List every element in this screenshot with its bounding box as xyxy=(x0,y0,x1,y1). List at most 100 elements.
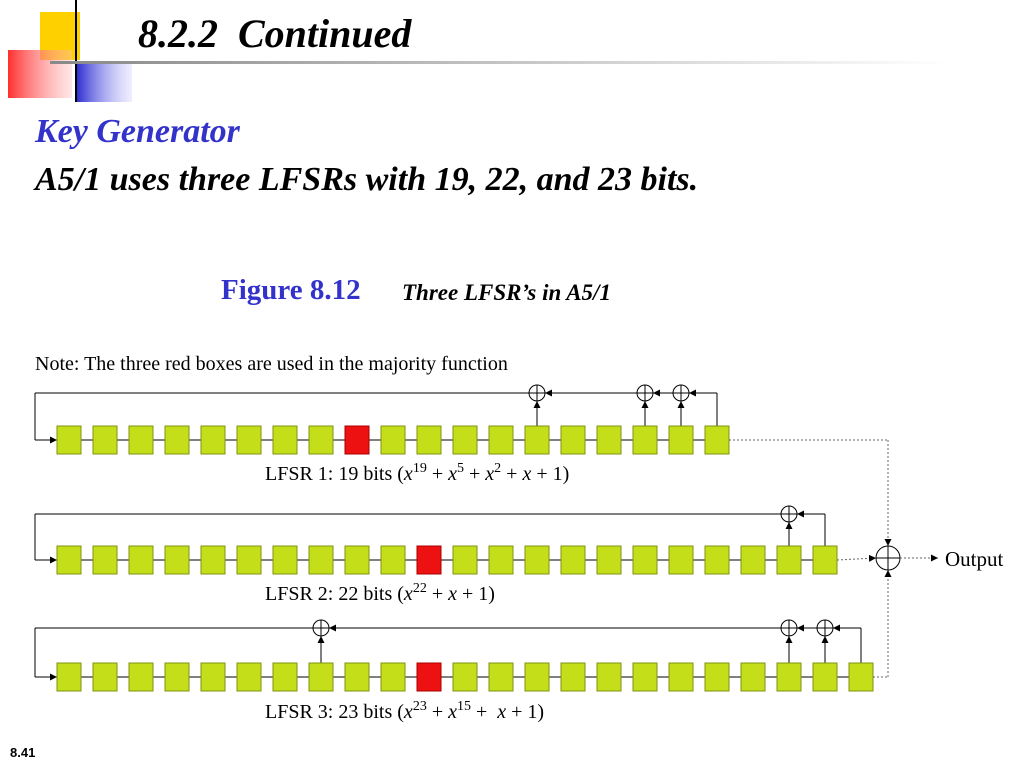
label-part: + xyxy=(464,463,485,485)
register-cell xyxy=(560,425,586,455)
deco xyxy=(50,61,950,64)
register-cell xyxy=(704,662,730,692)
label-part: + 1) xyxy=(506,701,544,723)
register-cell xyxy=(308,545,334,575)
register-cell xyxy=(704,545,730,575)
register-cell xyxy=(308,425,334,455)
label-part: + xyxy=(427,463,448,485)
label-part: + xyxy=(427,583,448,605)
register-cell xyxy=(524,425,550,455)
register-cell xyxy=(740,662,766,692)
register-cell xyxy=(740,545,766,575)
heading: Key Generator xyxy=(35,113,240,150)
majority-cell xyxy=(416,545,442,575)
register-cell xyxy=(524,545,550,575)
title: 8.2.2 Continued xyxy=(138,11,412,56)
register-cell xyxy=(236,425,262,455)
label-part: LFSR 2: 22 bits ( xyxy=(265,583,404,605)
register-cell xyxy=(164,545,190,575)
register-cell xyxy=(668,662,694,692)
label-part: x xyxy=(447,583,457,605)
register-cell xyxy=(452,425,478,455)
majority-cell xyxy=(344,425,370,455)
register-cell xyxy=(200,545,226,575)
register-cell xyxy=(128,545,154,575)
label-part: + 1) xyxy=(457,583,495,605)
register-cell xyxy=(200,662,226,692)
register-cell xyxy=(632,662,658,692)
label-part: x xyxy=(447,463,457,485)
register-cell xyxy=(344,545,370,575)
register-cell xyxy=(488,425,514,455)
deco xyxy=(76,62,132,102)
note: Note: The three red boxes are used in th… xyxy=(35,353,508,375)
label-part: 19 xyxy=(413,461,427,476)
register-label: LFSR 2: 22 bits (x22 + x + 1) xyxy=(265,581,495,605)
label-part: x xyxy=(403,583,413,605)
register-cell xyxy=(128,425,154,455)
register-cell xyxy=(848,662,874,692)
register-cell xyxy=(272,545,298,575)
register-cell xyxy=(776,662,802,692)
figure-label: Figure 8.12 xyxy=(221,274,361,306)
label-part: + xyxy=(471,701,497,723)
register-cell xyxy=(632,545,658,575)
label-part: x xyxy=(403,463,413,485)
register-cell xyxy=(812,545,838,575)
register-cell xyxy=(380,425,406,455)
label-part: + xyxy=(427,701,448,723)
majority-cell xyxy=(416,662,442,692)
label-part: x xyxy=(447,701,457,723)
dotted-line xyxy=(836,554,877,562)
register-cell xyxy=(128,662,154,692)
register-cell xyxy=(164,662,190,692)
register-cell xyxy=(308,662,334,692)
label-part: LFSR 1: 19 bits ( xyxy=(265,463,404,485)
label-part: + xyxy=(501,463,522,485)
register-cell xyxy=(452,545,478,575)
register-cell xyxy=(272,662,298,692)
body-text: A5/1 uses three LFSRs with 19, 22, and 2… xyxy=(35,161,699,198)
figure-caption: Three LFSR’s in A5/1 xyxy=(402,280,611,305)
slide-number: 8.41 xyxy=(10,745,36,760)
register-label: LFSR 1: 19 bits (x19 + x5 + x2 + x + 1) xyxy=(265,461,569,485)
register-cell xyxy=(416,425,442,455)
register-cell xyxy=(92,545,118,575)
register-label: LFSR 3: 23 bits (x23 + x15 + x + 1) xyxy=(265,699,544,723)
register-cell xyxy=(488,545,514,575)
register-cell xyxy=(56,545,82,575)
label-part: 5 xyxy=(457,461,464,476)
register-cell xyxy=(272,425,298,455)
register-cell xyxy=(56,662,82,692)
label-part: 22 xyxy=(413,581,427,596)
label-part: 2 xyxy=(494,461,501,476)
register-cell xyxy=(488,662,514,692)
register-cell xyxy=(596,545,622,575)
register-cell xyxy=(452,662,478,692)
register-cell xyxy=(92,425,118,455)
label-part: x xyxy=(484,463,494,485)
label-part: 15 xyxy=(457,699,471,714)
register-cell xyxy=(236,662,262,692)
register-cell xyxy=(380,662,406,692)
deco xyxy=(8,50,72,98)
label-part: x xyxy=(496,701,506,723)
register-cell xyxy=(236,545,262,575)
label-part: 23 xyxy=(413,699,427,714)
register-cell xyxy=(560,662,586,692)
register-cell xyxy=(632,425,658,455)
register-cell xyxy=(92,662,118,692)
register-cell xyxy=(56,425,82,455)
register-cell xyxy=(668,545,694,575)
output-label: Output xyxy=(945,547,1004,571)
register-cell xyxy=(380,545,406,575)
header-graphic xyxy=(8,0,950,102)
register-cell xyxy=(596,662,622,692)
register-cell xyxy=(668,425,694,455)
register-cell xyxy=(776,545,802,575)
register-cell xyxy=(200,425,226,455)
register-cell xyxy=(344,662,370,692)
label-part: LFSR 3: 23 bits ( xyxy=(265,701,404,723)
